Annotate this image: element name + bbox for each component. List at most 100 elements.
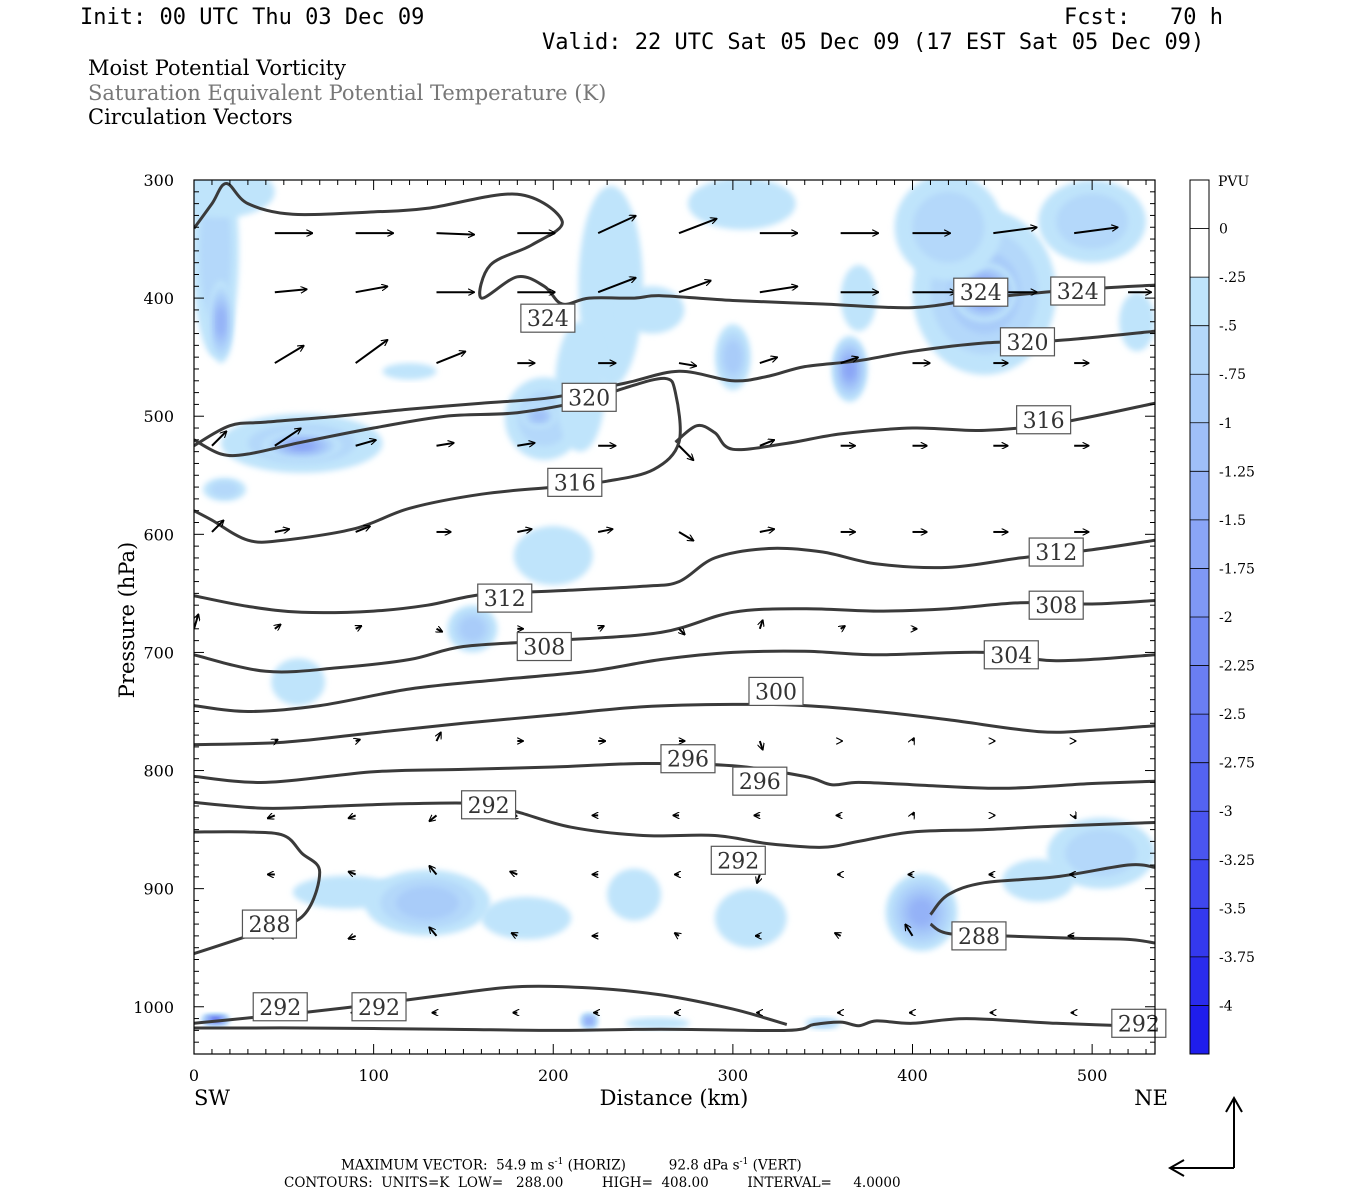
contour-label: 300 xyxy=(755,680,797,705)
circulation-vector xyxy=(436,629,442,633)
horiz-tag: (HORIZ) xyxy=(563,1157,626,1174)
contour-label-box xyxy=(1028,537,1084,567)
x-tick-label: 300 xyxy=(718,1066,749,1085)
isentrope-292 xyxy=(194,1017,1155,1033)
colorbar-label: -2.25 xyxy=(1219,659,1255,675)
circulation-vector xyxy=(597,529,613,532)
contour-label-box xyxy=(241,909,298,939)
circulation-vector xyxy=(510,872,518,875)
y-tick-label: 500 xyxy=(143,407,174,426)
circulation-vector xyxy=(512,932,518,936)
circulation-vector xyxy=(436,443,453,446)
isentrope-312 xyxy=(194,538,1155,615)
title-vectors: Circulation Vectors xyxy=(88,105,293,129)
contour-label: 288 xyxy=(958,925,1000,950)
circulation-vector xyxy=(268,815,276,818)
colorbar-label: -3.25 xyxy=(1219,853,1255,869)
init-time: Init: 00 UTC Thu 03 Dec 09 xyxy=(80,5,425,30)
contour-label: 324 xyxy=(960,281,1002,306)
contour-label-box xyxy=(660,744,716,774)
circulation-vector xyxy=(355,340,388,364)
colorbar-swatch xyxy=(1190,908,1209,958)
isentrope-300 xyxy=(194,702,1155,747)
circulation-vector xyxy=(1074,227,1118,235)
y-axis-label: Pressure (hPa) xyxy=(115,542,139,698)
y-tick-label: 800 xyxy=(143,762,174,781)
circulation-vector xyxy=(840,357,858,365)
isentropes xyxy=(194,181,1155,1033)
pv-contour xyxy=(396,886,459,920)
pv-contour xyxy=(912,191,985,263)
reference-vector-icon xyxy=(1167,1095,1243,1177)
pv-contour xyxy=(619,286,685,334)
vert-unit-exponent: -1 xyxy=(739,1157,749,1167)
pv-contour xyxy=(531,411,547,421)
colorbar-swatch xyxy=(1190,956,1209,1006)
contour-label-box xyxy=(520,303,576,333)
contour-label: 308 xyxy=(523,636,565,661)
contour-label-box xyxy=(710,845,766,875)
y-tick-label: 1000 xyxy=(133,998,174,1017)
circulation-vector xyxy=(436,351,465,364)
valid-time: Valid: 22 UTC Sat 05 Dec 09 (17 EST Sat … xyxy=(542,30,1205,55)
colorbar-label: -3.75 xyxy=(1219,950,1255,966)
circulation-vector xyxy=(355,526,371,533)
contour-label: 304 xyxy=(990,644,1032,669)
y-tick-label: 700 xyxy=(143,643,174,662)
x-tick-label: 0 xyxy=(189,1066,199,1085)
x-tick-label: 400 xyxy=(897,1066,928,1085)
circulation-vector xyxy=(597,216,636,235)
pv-contour xyxy=(216,307,226,336)
contour-label: 292 xyxy=(358,996,400,1021)
x-tick-label: 100 xyxy=(358,1066,389,1085)
circulation-vector xyxy=(1074,815,1077,818)
contour-label-box xyxy=(999,327,1056,357)
pv-contour xyxy=(687,180,796,230)
colorbar-swatch xyxy=(1190,859,1209,909)
circulation-vector xyxy=(760,620,763,630)
colorbar-swatch xyxy=(1190,325,1209,375)
pv-contour xyxy=(586,1018,592,1024)
circulation-vector xyxy=(835,932,841,936)
pv-contour xyxy=(714,888,787,948)
circulation-vector xyxy=(429,815,438,821)
colorbar-label: -1.75 xyxy=(1219,561,1255,577)
pv-contour xyxy=(210,481,239,498)
circulation-vector xyxy=(759,529,775,532)
circulation-vector xyxy=(679,629,685,635)
colorbar-swatch xyxy=(1190,811,1209,861)
contour-label: 292 xyxy=(468,794,510,819)
contour-label: 296 xyxy=(667,748,709,773)
contour-label: 320 xyxy=(568,386,610,411)
max-vector-label: MAXIMUM VECTOR: xyxy=(341,1157,488,1174)
colorbar-label: -1.5 xyxy=(1219,513,1246,529)
contour-label-box xyxy=(547,467,603,497)
y-tick-label: 900 xyxy=(143,880,174,899)
isentrope-320 xyxy=(194,329,1155,448)
axis-ticks xyxy=(193,179,1155,1055)
circulation-vector xyxy=(678,445,694,461)
circulation-vector xyxy=(517,443,534,446)
circulation-vector xyxy=(274,289,307,292)
colorbar: 0 -.25 -.5 -.75 -1 -1.25 -1.5 -1.75 -2 -2.25 -2.5 -… xyxy=(1189,179,1255,1055)
contour-label-box xyxy=(732,766,788,796)
circulation-vector xyxy=(905,924,914,937)
colorbar-swatch xyxy=(1190,714,1209,764)
contour-label-box xyxy=(748,676,804,707)
colorbar-swatch xyxy=(1190,568,1209,618)
isentrope-316 xyxy=(194,376,682,544)
contour-info-line: CONTOURS: UNITS=K LOW= 288.00 HIGH= 408.… xyxy=(284,1175,901,1191)
circulation-vector xyxy=(760,740,763,750)
max-vector-line: MAXIMUM VECTOR: 54.9 m s-1 (HORIZ) 92.8 … xyxy=(341,1158,802,1173)
pv-contour xyxy=(844,359,855,379)
circulation-vector xyxy=(913,813,915,816)
vert-tag: (VERT) xyxy=(748,1157,802,1174)
circulation-vector xyxy=(436,732,442,742)
contour-label-box xyxy=(351,992,407,1022)
isentrope-288 xyxy=(929,922,1155,945)
contour-label: 320 xyxy=(1006,331,1048,356)
contour-label: 292 xyxy=(1118,1012,1160,1037)
pv-contour xyxy=(271,658,326,706)
colorbar-swatch xyxy=(1190,374,1209,424)
